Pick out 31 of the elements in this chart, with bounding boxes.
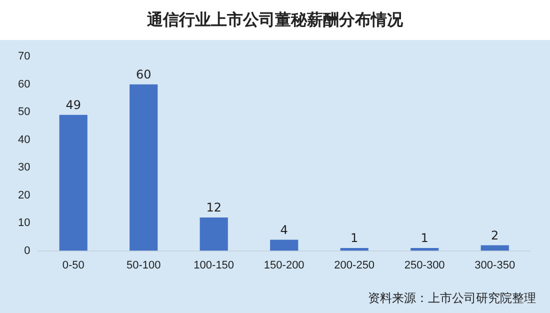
y-tick-label: 50 xyxy=(18,106,30,118)
bar xyxy=(200,218,228,251)
bar xyxy=(480,245,509,251)
y-tick-label: 10 xyxy=(18,217,30,230)
x-tick-label: 100-150 xyxy=(194,259,234,272)
data-label: 49 xyxy=(66,98,81,112)
x-tick-label: 50-100 xyxy=(126,259,161,272)
x-tick-label: 200-250 xyxy=(334,259,375,272)
text: 资料来源：上市公司研究院整理 xyxy=(368,290,536,307)
data-label: 12 xyxy=(206,200,222,215)
data-label: 60 xyxy=(136,67,152,82)
bar xyxy=(130,84,158,251)
bar xyxy=(270,240,298,251)
bar xyxy=(410,248,439,251)
y-tick-label: 0 xyxy=(24,244,30,257)
y-tick-label: 30 xyxy=(18,162,30,174)
x-tick-label: 0-50 xyxy=(62,259,84,272)
bar xyxy=(340,248,368,251)
bar xyxy=(59,114,88,251)
y-tick-label: 40 xyxy=(18,134,30,146)
data-label: 1 xyxy=(350,231,358,246)
data-label: 1 xyxy=(420,231,428,246)
y-tick-label: 20 xyxy=(18,189,30,202)
y-tick-label: 70 xyxy=(18,50,30,63)
x-tick-label: 250-300 xyxy=(404,259,445,272)
data-label: 4 xyxy=(280,222,288,237)
x-tick-label: 300-350 xyxy=(474,259,516,272)
data-label: 2 xyxy=(491,228,499,242)
x-tick-label: 150-200 xyxy=(264,259,304,272)
chart-title: 通信行业上市公司董秘薪酬分布情况 xyxy=(0,0,550,40)
y-tick-label: 60 xyxy=(18,78,30,90)
